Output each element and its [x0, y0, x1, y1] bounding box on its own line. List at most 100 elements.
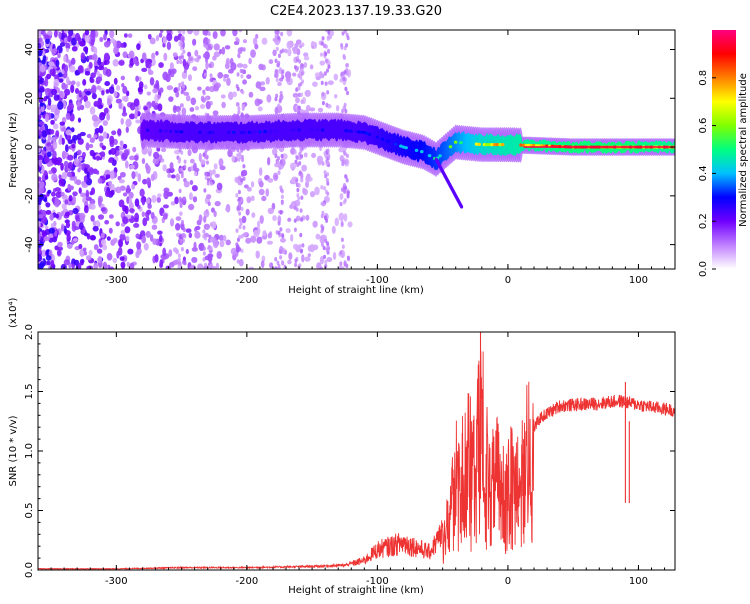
- spectral-speckle: [326, 48, 330, 54]
- spectral-speckle: [43, 197, 48, 203]
- spectral-speckle: [236, 205, 240, 211]
- spectral-speckle: [252, 37, 258, 46]
- spectral-speckle: [274, 153, 278, 159]
- spectral-speckle: [65, 112, 71, 120]
- spectral-speckle: [38, 232, 41, 241]
- spectral-speckle: [305, 175, 310, 184]
- spectral-speckle: [124, 205, 129, 215]
- spectral-speckle: [202, 152, 206, 158]
- spectral-speckle: [339, 261, 343, 266]
- spectral-speckle: [278, 98, 282, 103]
- spectral-speckle: [118, 102, 123, 110]
- spectral-speckle: [63, 54, 67, 63]
- spectral-speckle: [183, 164, 187, 170]
- spectral-speckle: [300, 217, 304, 222]
- spectral-speckle: [104, 81, 111, 87]
- spectral-speckle: [279, 227, 283, 232]
- spectral-speckle: [297, 183, 301, 188]
- spectral-speckle: [277, 155, 281, 161]
- y-tick-label: 1.5: [24, 384, 35, 400]
- spectral-speckle: [183, 180, 190, 188]
- spectral-speckle: [276, 260, 280, 266]
- spectral-speckle: [340, 187, 344, 192]
- spectral-speckle: [38, 253, 43, 262]
- spectral-speckle: [319, 235, 325, 244]
- spectral-speckle: [274, 266, 278, 269]
- spectral-speckle: [241, 215, 247, 224]
- spectral-speckle: [163, 213, 168, 220]
- spectral-speckle: [203, 72, 207, 77]
- spectral-speckle: [167, 68, 172, 76]
- spectral-speckle: [176, 59, 180, 65]
- spectral-speckle: [118, 146, 125, 151]
- ridge-core: [490, 143, 495, 147]
- spectral-speckle: [88, 167, 95, 175]
- spectral-speckle: [96, 71, 100, 76]
- spectral-speckle: [70, 80, 76, 86]
- ridge-core: [495, 143, 500, 147]
- spectral-speckle: [133, 223, 140, 228]
- spectral-speckle: [193, 30, 200, 36]
- spectral-speckle: [74, 88, 80, 95]
- x-tick-label: 0: [505, 576, 511, 587]
- spectral-speckle: [126, 184, 131, 194]
- spectral-speckle: [158, 234, 163, 243]
- spectral-speckle: [277, 36, 281, 41]
- spectral-speckle: [232, 91, 237, 98]
- ridge-core: [404, 146, 408, 150]
- spectral-speckle: [124, 226, 131, 234]
- spectral-speckle: [102, 244, 108, 251]
- spectral-speckle: [321, 202, 325, 207]
- spectral-speckle: [205, 209, 209, 214]
- spectral-speckle: [206, 194, 212, 200]
- spectral-speckle: [73, 237, 78, 242]
- spectral-speckle: [178, 261, 182, 266]
- spectral-speckle: [50, 104, 56, 113]
- spectral-speckle: [122, 192, 128, 197]
- spectral-speckle: [281, 69, 285, 74]
- spectral-speckle: [52, 48, 57, 55]
- spectral-speckle: [223, 73, 229, 79]
- spectral-speckle: [46, 142, 52, 147]
- spectral-speckle: [209, 181, 213, 186]
- spectral-speckle: [256, 236, 263, 244]
- spectral-speckle: [213, 85, 219, 92]
- spectral-speckle: [227, 149, 233, 158]
- ridge-core: [477, 142, 482, 146]
- spectral-speckle: [320, 41, 324, 46]
- ridge-core: [419, 150, 424, 154]
- spectral-speckle: [151, 224, 158, 230]
- spectral-speckle: [77, 149, 82, 156]
- ridge-core: [268, 129, 273, 133]
- spectral-speckle: [326, 257, 333, 263]
- spectral-speckle: [192, 196, 198, 203]
- spectral-speckle: [167, 173, 172, 178]
- spectral-speckle: [209, 237, 213, 242]
- snr-series: [38, 332, 675, 570]
- spectral-speckle: [179, 59, 183, 65]
- spectral-speckle: [341, 31, 345, 36]
- spectral-speckle: [95, 219, 100, 226]
- colorbar: 0.0 0.2 0.4 0.6 0.8 Normalized spectral ampl…: [698, 30, 749, 277]
- snr-line: [38, 349, 675, 570]
- spectral-speckle: [89, 106, 96, 115]
- spectral-speckle: [187, 149, 192, 157]
- spectral-speckle: [93, 244, 99, 251]
- spectral-speckle: [95, 155, 101, 161]
- spectral-speckle: [123, 149, 130, 157]
- spectral-speckle: [163, 190, 169, 200]
- spectral-speckle: [128, 164, 135, 170]
- spectral-speckle: [275, 46, 279, 52]
- spectral-speckle: [68, 195, 73, 202]
- spectral-speckle: [152, 157, 160, 165]
- spectral-speckle: [343, 30, 347, 34]
- spectral-speckle: [61, 82, 66, 90]
- spectral-speckle: [326, 90, 330, 95]
- spectral-speckle: [44, 34, 51, 39]
- spectral-speckle: [129, 155, 135, 161]
- spectral-speckle: [280, 153, 284, 159]
- spectral-speckle: [320, 185, 324, 190]
- spectral-speckle: [178, 211, 183, 216]
- ridge-core: [493, 143, 497, 147]
